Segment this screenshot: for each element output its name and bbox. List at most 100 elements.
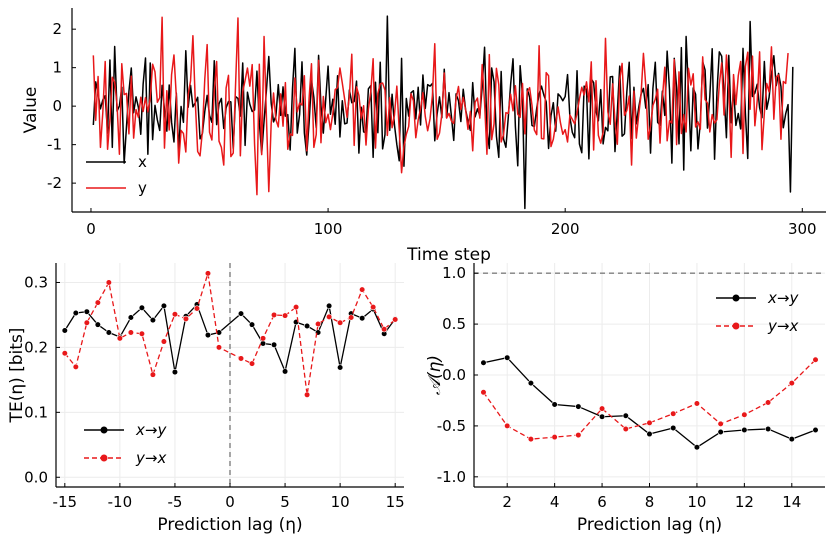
data-point-y-to-x [788,380,795,387]
data-point-y-to-x [348,314,355,321]
data-point-y-to-x [812,356,819,363]
data-point-x-to-y [670,424,677,432]
legend-label-y: y→x [135,449,166,467]
data-point-x-to-y [741,426,748,434]
data-point-x-to-y [149,317,157,324]
data-point-y-to-x [717,420,724,427]
data-point-x-to-y [61,327,68,334]
data-point-y-to-x [127,329,134,336]
y-tick-label: 0.5 [442,315,466,333]
y-tick-label: 1.0 [442,264,466,282]
data-point-y-to-x [292,304,300,311]
y-axis-label: 𝒜(η) [425,355,445,395]
y-tick-label: -1.0 [437,468,466,486]
data-point-x-to-y [237,310,245,317]
x-tick-label: 10 [331,493,350,511]
x-tick-label: 0 [86,220,96,238]
y-tick-label: -2 [47,174,62,192]
data-point-y-to-x [670,410,677,417]
data-point-y-to-x [72,363,79,370]
x-tick-label: 200 [551,220,580,238]
data-point-y-to-x [204,270,212,277]
data-point-y-to-x [693,400,701,407]
y-tick-label: 0.3 [24,273,48,291]
data-point-x-to-y [160,302,168,309]
series-line-y [482,359,816,440]
data-point-y-to-x [193,305,201,312]
y-tick-label: 0.2 [24,338,48,356]
data-point-y-to-x [160,338,168,345]
x-tick-label: 10 [687,493,706,511]
y-tick-label: -1 [47,136,62,154]
x-tick-label: 300 [788,220,817,238]
legend-marker [732,322,740,330]
data-point-x-to-y [575,403,582,410]
legend-label-y: y [138,179,147,197]
y-tick-label: 0.1 [24,403,48,421]
data-point-y-to-x [392,316,399,323]
data-point-x-to-y [138,304,145,311]
data-point-x-to-y [717,428,724,436]
data-point-x-to-y [359,315,366,322]
y-tick-label: 2 [52,20,62,38]
data-point-x-to-y [551,401,558,408]
series-line-y [92,16,789,196]
y-axis-label: TE(η) [bits] [7,328,27,424]
data-point-y-to-x [116,335,123,342]
data-point-y-to-x [480,389,487,396]
legend: xy [86,153,147,197]
legend: x→y y→x [84,421,167,467]
x-tick-label: 12 [735,493,754,511]
data-point-x-to-y [171,368,179,376]
legend-marker [100,454,108,462]
data-point-x-to-y [598,413,606,420]
legend-label-x: x [138,153,147,171]
data-point-x-to-y [303,322,311,330]
data-point-y-to-x [215,344,223,351]
x-tick-label: 8 [645,493,655,511]
data-point-x-to-y [326,302,333,309]
data-point-y-to-x [504,422,511,430]
data-point-x-to-y [248,321,256,328]
transfer-entropy-panel: -15 -10 -5 0 5 10 15 0.0 0.1 0.2 0.3 Prediction lag… [7,263,405,535]
x-tick-label: 0 [225,493,235,511]
data-point-y-to-x [61,350,68,357]
x-tick-label: 4 [550,493,560,511]
data-point-x-to-y [693,444,701,451]
y-axis-label: Value [21,87,41,134]
data-point-y-to-x [94,299,101,306]
data-point-x-to-y [527,380,535,387]
series-line-x [92,15,794,210]
x-tick-label: -5 [167,493,182,511]
y-tick-label: 0 [52,97,62,115]
data-point-y-to-x [622,425,629,433]
data-point-y-to-x [527,436,535,443]
y-tick-label: -0.5 [437,417,466,435]
legend-label-y: y→x [767,317,798,335]
data-point-x-to-y [646,430,653,438]
x-tick-label: 5 [280,493,290,511]
data-point-x-to-y [94,321,101,328]
data-point-y-to-x [551,434,558,441]
data-point-y-to-x [646,419,653,426]
data-point-x-to-y [259,340,267,347]
data-point-y-to-x [764,399,772,406]
data-point-y-to-x [270,311,278,319]
data-point-x-to-y [812,426,819,434]
y-tick-label: 0.0 [24,468,48,486]
data-point-y-to-x [138,330,145,337]
data-point-x-to-y [622,412,629,419]
data-point-y-to-x [237,355,245,362]
asymmetry-panel: 2 4 6 8 10 12 14 -1.0 -0.5 0.0 0.5 1.0 Prediction la… [425,263,825,535]
data-point-y-to-x [370,304,377,311]
y-tick-label: 0.0 [442,366,466,384]
data-point-y-to-x [149,371,157,378]
data-point-y-to-x [381,326,388,333]
data-point-x-to-y [504,354,511,361]
data-point-y-to-x [171,311,179,318]
data-point-y-to-x [259,335,267,342]
data-point-y-to-x [248,360,256,367]
x-tick-label: -10 [108,493,133,511]
data-point-x-to-y [764,425,772,433]
